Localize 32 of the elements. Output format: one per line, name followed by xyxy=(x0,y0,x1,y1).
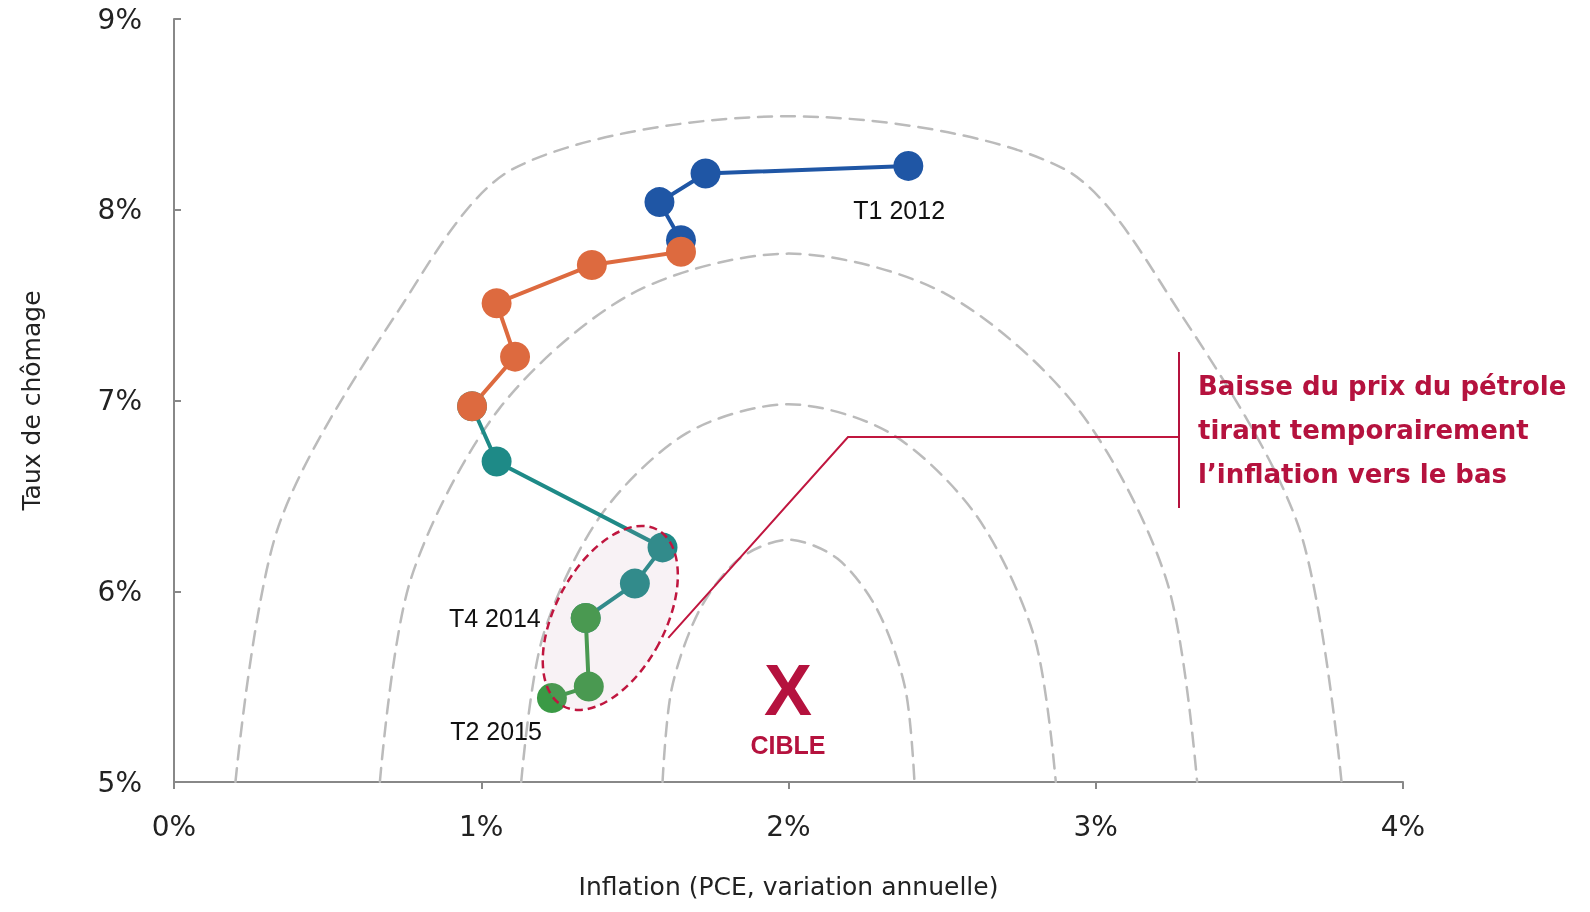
x-tick-label: 1% xyxy=(459,809,504,843)
x-tick-label: 3% xyxy=(1073,809,1118,843)
point xyxy=(619,568,650,599)
x-tick-label: 4% xyxy=(1380,809,1426,843)
line-series xyxy=(661,538,916,784)
y-tick-label: 7% xyxy=(97,384,142,417)
annotation: CIBLE xyxy=(750,730,826,759)
point xyxy=(576,250,607,281)
point xyxy=(690,158,721,189)
x-tick-label: 0% xyxy=(151,809,197,843)
annotation: Baisse du prix du pétrole tirant temporairement l’inflation vers le bas xyxy=(1178,352,1590,508)
y-tick-label: 5% xyxy=(97,765,142,799)
annotation: T1 2012 xyxy=(853,196,946,225)
point xyxy=(481,288,512,319)
y-axis-title: Taux de chômage xyxy=(17,290,46,512)
point xyxy=(536,683,567,714)
point xyxy=(500,341,531,372)
annotation: X xyxy=(763,650,813,730)
annotation: T2 2015 xyxy=(450,716,542,745)
point xyxy=(647,532,678,563)
point xyxy=(481,446,512,477)
point xyxy=(893,150,924,181)
y-tick-label: 8% xyxy=(97,193,142,227)
annotation: T4 2014 xyxy=(448,603,541,632)
point xyxy=(665,236,696,267)
x-tick-label: 2% xyxy=(766,809,811,843)
y-tick-label: 9% xyxy=(97,2,142,36)
x-axis-title: Inflation (PCE, variation annuelle) xyxy=(578,872,999,901)
point xyxy=(573,671,604,702)
point xyxy=(644,187,675,218)
line-series xyxy=(378,252,1199,784)
y-tick-label: 6% xyxy=(97,574,142,608)
